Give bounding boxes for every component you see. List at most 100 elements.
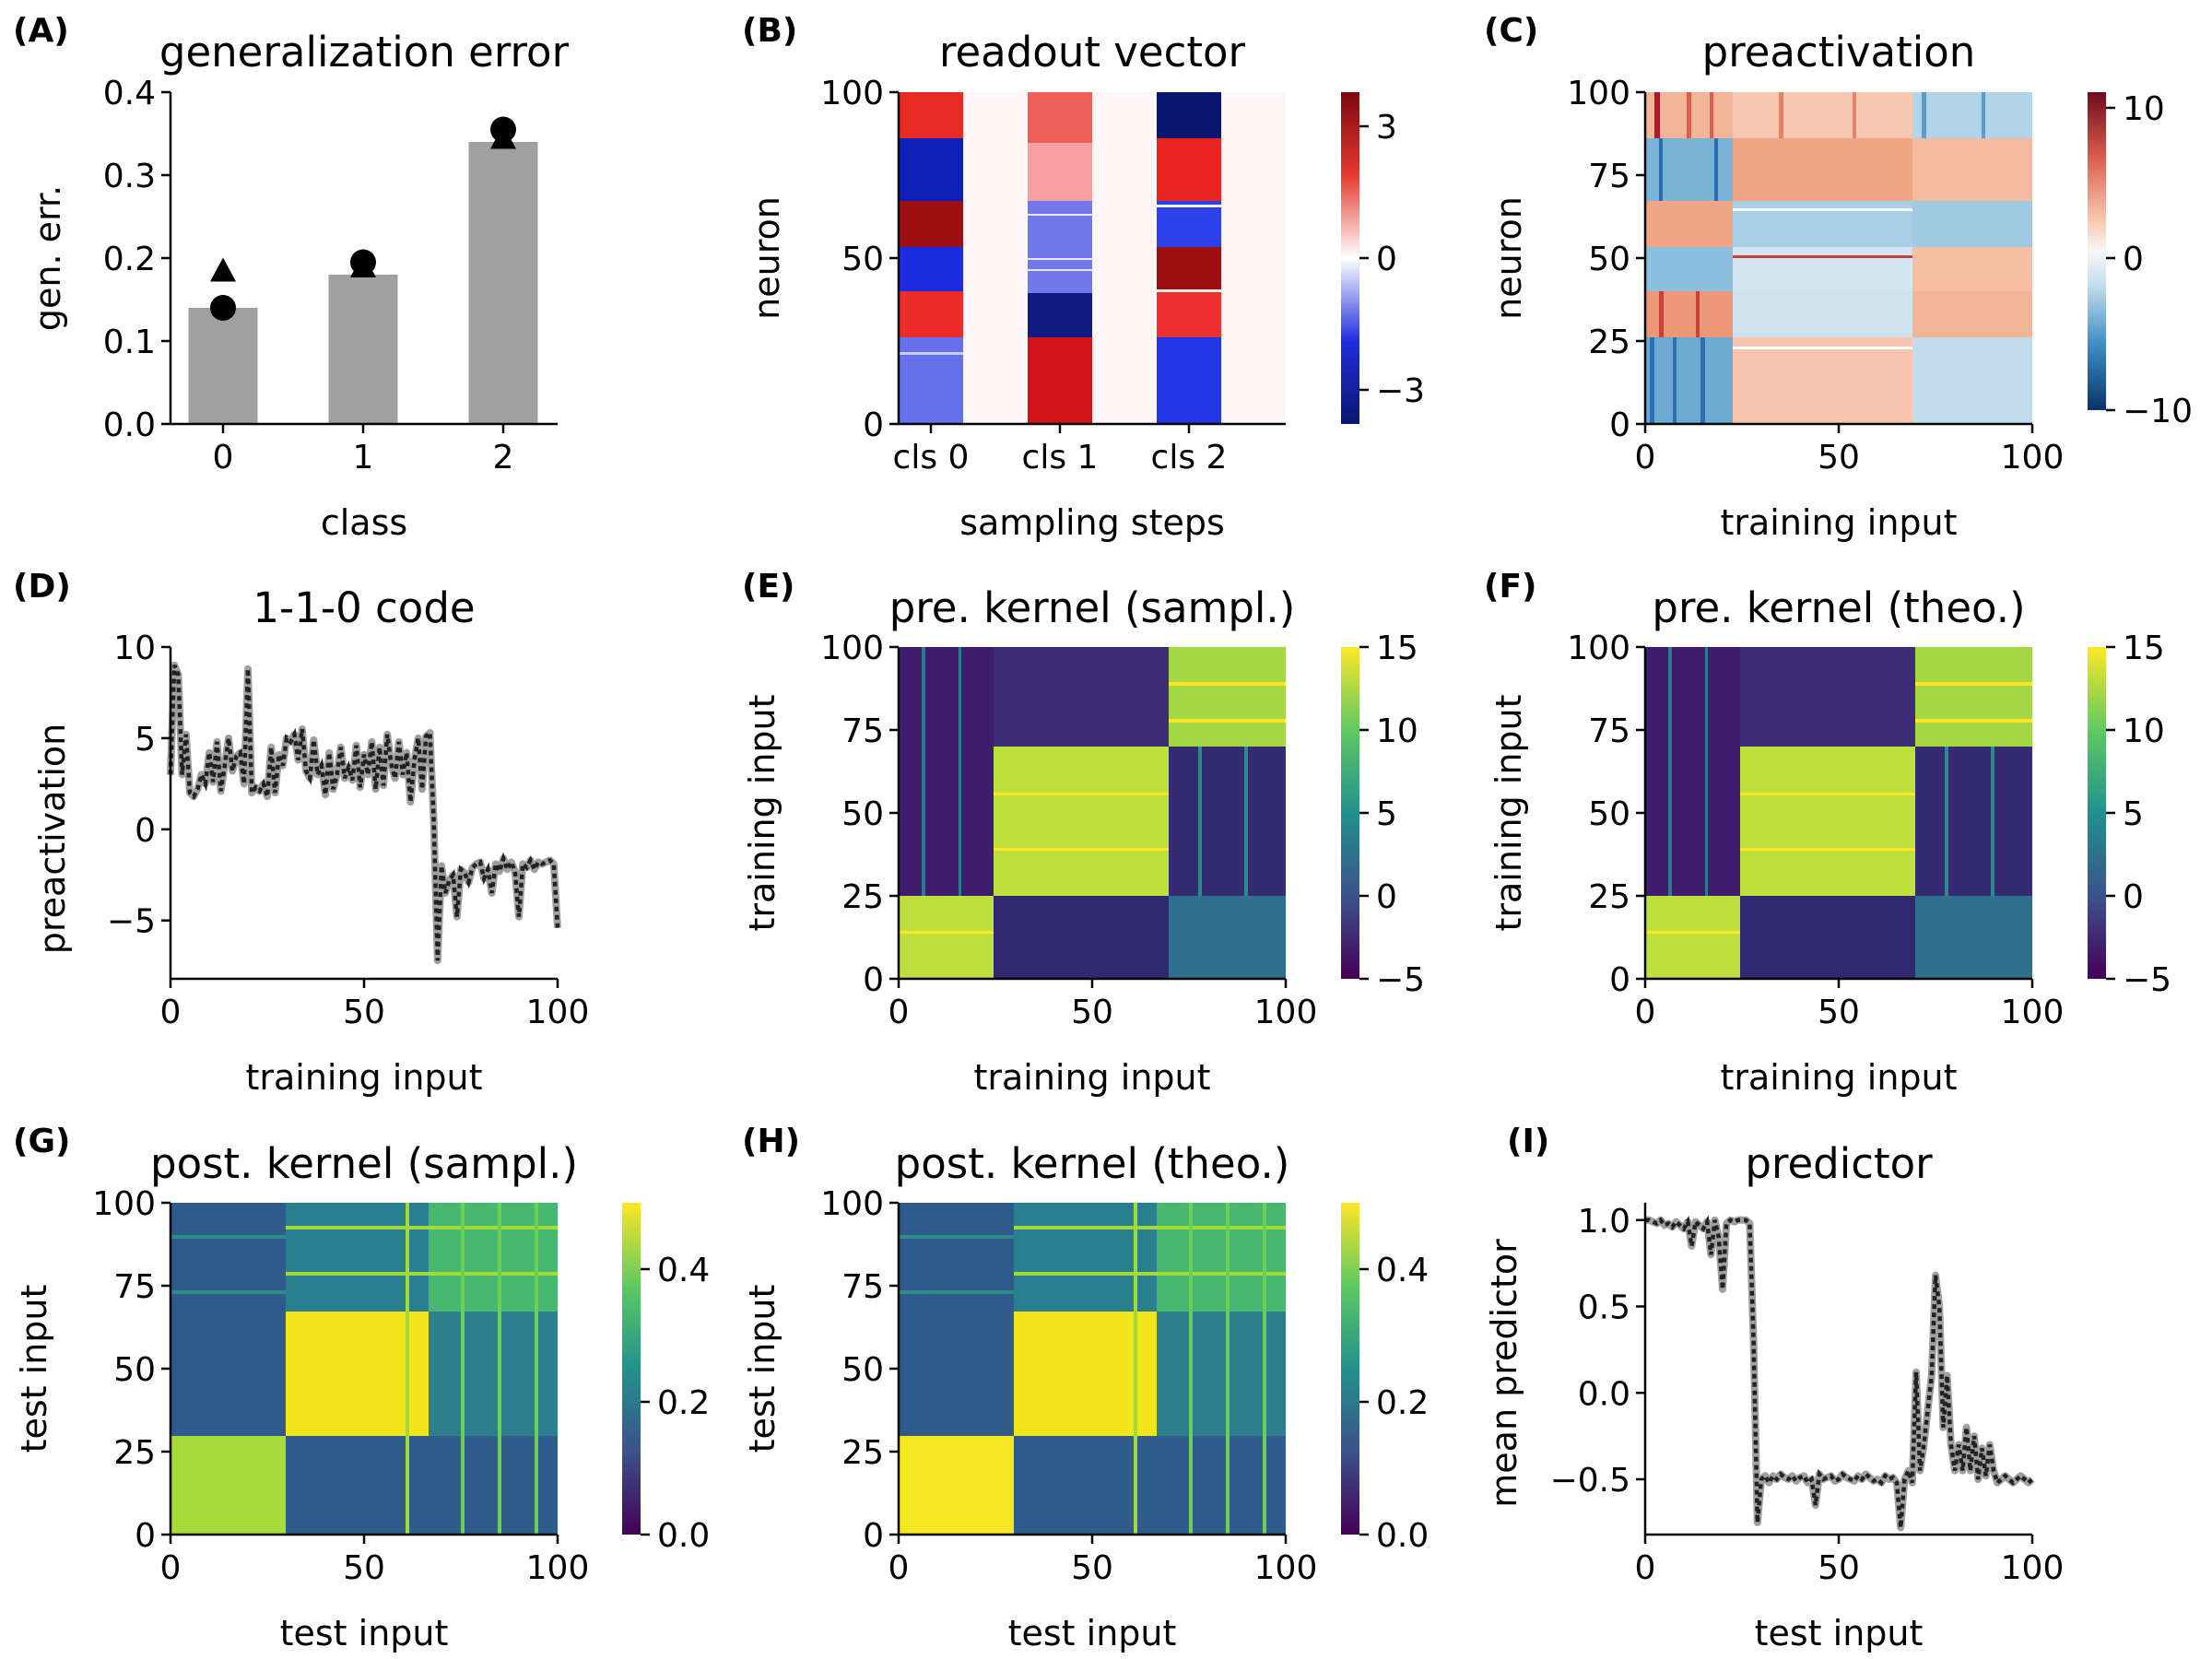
panel-a-title: generalization error xyxy=(159,28,570,76)
panel-a-ylabel: gen. err. xyxy=(28,185,68,331)
y-tick-label: 25 xyxy=(841,1434,884,1472)
y-tick-label: 100 xyxy=(820,1185,884,1223)
heatmap-stripe xyxy=(286,1272,558,1276)
heatmap-cell xyxy=(1912,92,2032,138)
heatmap-stripe xyxy=(171,1235,286,1239)
panel-e-colorbar xyxy=(1341,647,1359,979)
heatmap-cell xyxy=(899,291,963,337)
series-sampled-line xyxy=(1645,1215,2034,1528)
panel-h-title: post. kernel (theo.) xyxy=(895,1139,1290,1188)
panel-b-xlabel: sampling steps xyxy=(959,502,1225,543)
panel-h-ylabel: test input xyxy=(742,1285,782,1453)
heatmap-cell xyxy=(1915,647,2032,747)
panel-c-axes: 0 50 100 0 25 50 75 100 xyxy=(1567,75,2064,477)
y-tick-label: 0.3 xyxy=(103,158,156,195)
panel-c-colorbar-ticks: 10 0 −10 xyxy=(2106,90,2193,430)
colorbar-tick-label: 10 xyxy=(2123,90,2165,128)
panel-f-axes: 0 50 100 0 25 50 75 100 xyxy=(1567,629,2064,1031)
colorbar-tick-label: 0 xyxy=(1376,241,1397,278)
panel-a-plot: 0 1 2 0.0 0.1 0.2 0.3 0.4 xyxy=(103,75,558,477)
x-tick-label: cls 0 xyxy=(893,439,970,477)
heatmap-stripe xyxy=(1696,291,1700,337)
heatmap-stripe xyxy=(1169,682,1286,686)
y-tick-label: 0.2 xyxy=(103,241,156,278)
panel-h-xlabel: test input xyxy=(1008,1613,1177,1653)
y-tick-label: 0.4 xyxy=(103,75,156,112)
heatmap-cell xyxy=(899,896,994,979)
heatmap-cell xyxy=(899,647,994,896)
marker-triangle xyxy=(490,124,516,149)
heatmap-stripe xyxy=(994,848,1169,851)
heatmap-stripe xyxy=(1198,747,1202,896)
heatmap-cell xyxy=(1733,92,1912,138)
heatmap-cell xyxy=(994,747,1169,896)
heatmap-cell xyxy=(1157,291,1221,337)
colorbar-tick-label: 10 xyxy=(1376,712,1418,750)
panel-c: (C) preactivation xyxy=(1484,12,2193,543)
heatmap-cell xyxy=(1645,291,1733,337)
heatmap-cell xyxy=(1645,138,1733,201)
y-tick-label: 0 xyxy=(1609,406,1630,444)
heatmap-stripe xyxy=(1014,1272,1286,1276)
series-sampled-line xyxy=(168,664,560,961)
colorbar-tick-label: −3 xyxy=(1376,372,1425,410)
heatmap-stripe xyxy=(899,352,963,355)
heatmap-stripe xyxy=(899,1290,1014,1294)
panel-e: (E) pre. kernel (sampl.) 0 50 100025507510… xyxy=(742,568,1425,1098)
heatmap-stripe xyxy=(1650,337,1654,424)
x-tick-label: 100 xyxy=(1254,994,1318,1031)
heatmap-stripe xyxy=(994,793,1169,795)
y-tick-label: 0 xyxy=(863,1517,884,1555)
heatmap-stripe xyxy=(1982,92,1985,138)
x-tick-label: 100 xyxy=(2001,1549,2065,1587)
heatmap-cell xyxy=(1157,138,1221,201)
panel-f-heatmap xyxy=(1645,647,2032,979)
colorbar-tick-label: 5 xyxy=(2123,795,2144,833)
panel-g-colorbar-ticks: 0.4 0.2 0.0 xyxy=(641,1252,710,1555)
heatmap-stripe xyxy=(1714,138,1718,201)
panel-c-colorbar xyxy=(2088,92,2106,410)
y-tick-label: 25 xyxy=(1588,324,1630,361)
heatmap-cell xyxy=(1028,293,1092,337)
x-tick-label: 100 xyxy=(2001,994,2065,1031)
heatmap-stripe xyxy=(498,1203,501,1535)
heatmap-stripe xyxy=(406,1203,409,1535)
heatmap-cell xyxy=(1912,201,2032,247)
x-tick-label: 0 xyxy=(1635,994,1656,1031)
heatmap-stripe xyxy=(1645,931,1740,934)
panel-c-heatmap xyxy=(1645,92,2032,424)
panel-g-colorbar xyxy=(622,1203,641,1535)
heatmap-cell xyxy=(1733,337,1912,424)
colorbar-tick-label: 3 xyxy=(1376,109,1397,147)
heatmap-stripe xyxy=(1134,1203,1137,1535)
panel-f-colorbar-ticks: 15 10 5 0 −5 xyxy=(2106,629,2171,999)
y-tick-label: 0.5 xyxy=(1578,1289,1630,1327)
heatmap-stripe xyxy=(286,1226,558,1230)
y-tick-label: 25 xyxy=(113,1434,156,1472)
x-tick-label: 50 xyxy=(1818,439,1860,477)
marker-circle xyxy=(210,295,236,321)
heatmap-stripe xyxy=(1710,92,1713,138)
panel-a-label: (A) xyxy=(13,12,69,50)
colorbar-tick-label: 5 xyxy=(1376,795,1397,833)
y-tick-label: 75 xyxy=(841,1268,884,1306)
y-tick-label: 0 xyxy=(135,1517,156,1555)
heatmap-cell xyxy=(1028,92,1092,143)
colorbar-tick-label: 0 xyxy=(2123,878,2144,916)
heatmap-cell xyxy=(1645,201,1733,247)
y-tick-label: 50 xyxy=(1588,795,1630,833)
x-tick-label: cls 1 xyxy=(1022,439,1099,477)
panel-a: (A) generalization error 0 1 2 0.0 0.1 0.2 0.3… xyxy=(13,12,570,543)
panel-b-title: readout vector xyxy=(939,28,1246,76)
y-tick-label: 50 xyxy=(841,241,884,278)
heatmap-cell xyxy=(899,337,963,424)
panel-f-title: pre. kernel (theo.) xyxy=(1652,583,2025,632)
panel-c-ylabel: neuron xyxy=(1488,196,1529,320)
panel-d-title: 1-1-0 code xyxy=(253,583,475,632)
panel-c-title: preactivation xyxy=(1702,28,1976,76)
y-tick-label: −5 xyxy=(107,903,156,941)
colorbar-tick-label: 15 xyxy=(2123,629,2165,667)
y-tick-label: 50 xyxy=(1588,241,1630,278)
heatmap-stripe xyxy=(1226,1203,1230,1535)
